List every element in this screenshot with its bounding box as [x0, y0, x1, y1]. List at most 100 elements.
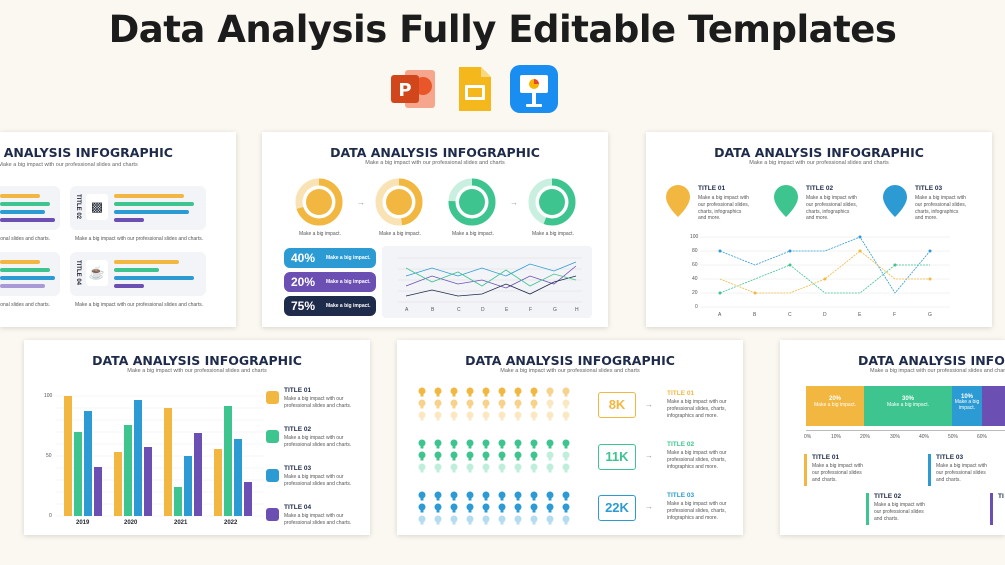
slide-subtitle: Make a big impact with our professional …: [127, 368, 267, 374]
yaxis-label: 100: [44, 393, 53, 399]
slide-preview-5[interactable]: DATA ANALYSIS INFOGRAPHIC Make a big imp…: [397, 340, 743, 535]
coffee-cup-icon: ☕: [86, 260, 108, 286]
card-title-label: TITLE 04: [75, 260, 81, 286]
donut-caption: Make a big impact.: [452, 231, 494, 237]
legend-icon-4: [266, 508, 279, 521]
item-title: TITLE 01: [284, 387, 312, 394]
item-title: TITLE 01: [667, 390, 695, 397]
accent-bar: [990, 493, 993, 525]
xaxis-label: F: [529, 307, 533, 313]
xaxis-label: B: [753, 312, 757, 318]
item-title: TITLE 03: [667, 492, 695, 499]
accent-bar: [866, 493, 869, 525]
axis-tick: 60%: [977, 434, 988, 440]
slide-title: DATA ANALYSIS INFOGRAPHIC: [465, 353, 675, 368]
card: [0, 252, 60, 296]
card: [0, 186, 60, 230]
stacked-segment-4: [982, 386, 1005, 426]
slide-preview-1[interactable]: DATA ANALYSIS INFOGRAPHIC Make a big imp…: [0, 132, 236, 327]
app-icons: P: [389, 64, 559, 114]
item-text: Make a big impact with our professional …: [915, 195, 967, 222]
yaxis-label: 80: [692, 248, 698, 254]
value-box-8k: 8K: [598, 392, 636, 418]
donut-row: → →: [295, 178, 576, 226]
arrow-icon: →: [645, 400, 653, 409]
pct-pill: 75% Make a big impact.: [284, 296, 376, 316]
axis-tick: 0%: [804, 434, 812, 440]
legend-icon-3: [266, 469, 279, 482]
donut-caption: Make a big impact.: [299, 231, 341, 237]
xaxis-label: D: [823, 312, 827, 318]
bars-2022: [214, 406, 252, 516]
xaxis-label: E: [858, 312, 862, 318]
stacked-segment-3: 10% Make a big impact.: [952, 386, 982, 426]
value-box-22k: 22K: [598, 495, 636, 521]
slide-preview-2[interactable]: DATA ANALYSIS INFOGRAPHIC Make a big imp…: [262, 132, 608, 327]
axis-tick: 50%: [948, 434, 959, 440]
donut-caption: Make a big impact.: [379, 231, 421, 237]
card-text: Make a big impact with our professional …: [75, 236, 204, 242]
arrow-icon: →: [645, 451, 653, 460]
slide-subtitle: Make a big impact with our professional …: [749, 160, 889, 166]
google-slides-icon[interactable]: [449, 64, 499, 114]
donut-4: [528, 178, 576, 226]
slide-subtitle: Make a big impact with our professional …: [0, 162, 138, 168]
slide-title: DATA ANALYSIS INFOGRAPHIC: [0, 145, 173, 160]
keynote-icon[interactable]: [509, 64, 559, 114]
yaxis-label: 0: [49, 513, 52, 519]
item-title: TITLE 03: [284, 465, 312, 472]
item-text: Make a big impact with our professional …: [284, 435, 352, 448]
item-title: TITLE 02: [667, 441, 695, 448]
value-box-11k: 11K: [598, 444, 636, 470]
slide-preview-4[interactable]: DATA ANALYSIS INFOGRAPHIC Make a big imp…: [24, 340, 370, 535]
item-text: Make a big impact with our professional …: [698, 195, 750, 222]
xaxis-label: G: [553, 307, 557, 313]
bars-2021: [164, 408, 202, 516]
card-title-02: TITLE 02 ▩: [70, 186, 206, 230]
axis-tick: 20%: [860, 434, 871, 440]
card-text: Make a big impact with our professional …: [0, 236, 50, 242]
donut-3: [448, 178, 496, 226]
year-label: 2021: [174, 520, 188, 526]
item-text: Make a big impact with our professional …: [806, 195, 858, 222]
card-text: Make a big impact with our professional …: [75, 302, 204, 308]
item-title: TITLE 01: [698, 185, 726, 192]
slide-title: DATA ANALYSIS INFOGRAPHIC: [714, 145, 924, 160]
pct-pill: 20% Make a big impact.: [284, 272, 376, 292]
bars-2019: [64, 396, 102, 516]
legend-icon-2: [266, 430, 279, 443]
card-title-04: TITLE 04 ☕: [70, 252, 206, 296]
page-heading: Data Analysis Fully Editable Templates: [108, 8, 897, 51]
svg-text:P: P: [398, 80, 411, 101]
arrow-icon: →: [645, 502, 653, 511]
donut-2: [375, 178, 423, 226]
stacked-segment-1: 20% Make a big impact.: [806, 386, 864, 426]
xaxis-label: F: [893, 312, 897, 318]
item-text: Make a big impact with our professional …: [936, 463, 987, 483]
item-title: TITLE 01: [812, 454, 840, 461]
bars-2020: [114, 400, 152, 516]
item-title: TITLE 03: [936, 454, 964, 461]
powerpoint-icon[interactable]: P: [389, 64, 439, 114]
slide-preview-3[interactable]: DATA ANALYSIS INFOGRAPHIC Make a big imp…: [646, 132, 992, 327]
slide-title: DATA ANALYSIS INFOGRAPHIC: [92, 353, 302, 368]
year-label: 2019: [76, 520, 90, 526]
item-title: TITLE 02: [806, 185, 834, 192]
xaxis-label: E: [505, 307, 509, 313]
yaxis-label: 20: [692, 290, 698, 296]
slide-preview-6[interactable]: DATA ANALYSIS INFOGRAPHIC Make a big imp…: [780, 340, 1005, 535]
item-text: Make a big impact with our professional …: [812, 463, 863, 483]
slide-subtitle: Make a big impact with our professional …: [500, 368, 640, 374]
bulb-grid: [418, 387, 570, 525]
item-text: Make a big impact with our professional …: [284, 396, 352, 409]
slide-subtitle: Make a big impact with our professional …: [870, 368, 1005, 374]
pin-icons: [666, 185, 907, 217]
axis-line: [806, 430, 1005, 431]
yaxis-label: 100: [690, 234, 699, 240]
item-text: Make a big impact with our professional …: [667, 501, 727, 521]
xaxis-label: C: [788, 312, 792, 318]
slide-subtitle: Make a big impact with our professional …: [365, 160, 505, 166]
xaxis-label: D: [481, 307, 485, 313]
item-text: Make a big impact with our professional …: [284, 513, 352, 526]
item-title: TI: [998, 493, 1004, 500]
